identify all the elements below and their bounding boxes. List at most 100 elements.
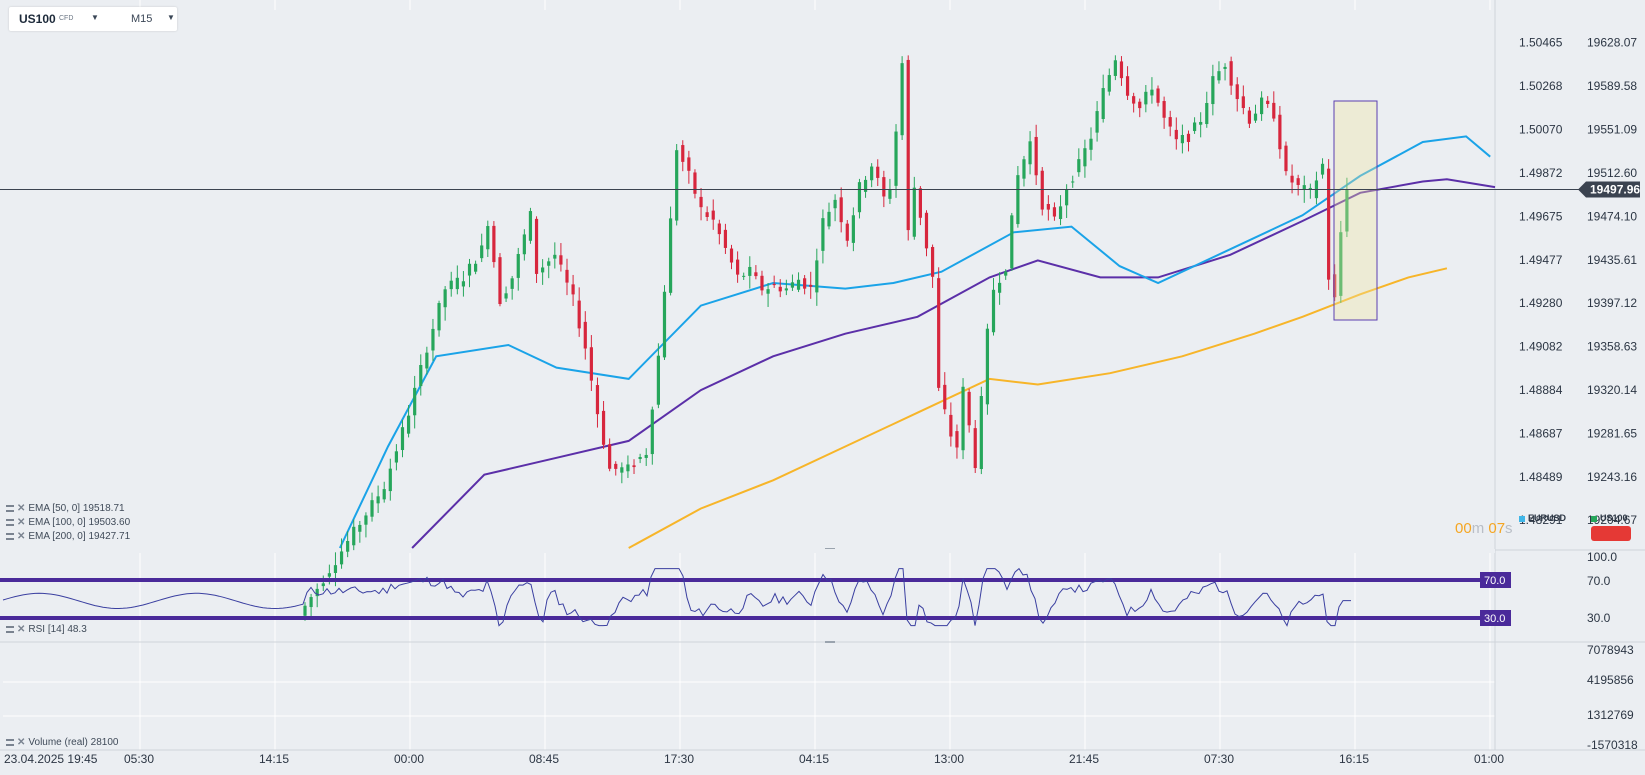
candle (839, 187, 843, 233)
candle-body (912, 187, 916, 237)
candle (1132, 92, 1136, 113)
trade-button[interactable] (1591, 526, 1631, 541)
candle-body (1290, 175, 1294, 183)
legend-eurusd[interactable]: EURUSD (1519, 513, 1566, 523)
candle (924, 210, 929, 257)
eurusd-tick-label: 1.48489 (1519, 470, 1563, 484)
candle-body (498, 257, 502, 305)
candle-body (1132, 96, 1136, 104)
candle (1083, 139, 1087, 178)
candle-body (632, 465, 636, 468)
remove-icon[interactable]: ✕ (17, 531, 26, 542)
candle-body (1180, 135, 1184, 144)
candle (790, 274, 795, 291)
symbol-selector[interactable]: US100 CFD ▼ M15 ▼ (9, 7, 177, 31)
candle (1290, 164, 1294, 194)
candle (723, 223, 728, 254)
candle (522, 229, 526, 261)
candle (760, 270, 764, 296)
candle (1308, 183, 1312, 199)
ema200-line (628, 267, 1448, 549)
candle (1144, 85, 1148, 113)
eurusd-tick-label: 1.49477 (1519, 253, 1563, 267)
candle-body (1327, 168, 1331, 280)
time-tick-label: 23.04.2025 19:45 (4, 752, 98, 766)
candle-body (1119, 61, 1124, 79)
candle-body (1260, 97, 1264, 115)
candle (339, 538, 344, 569)
candle (431, 318, 435, 362)
rsi-lower-tag (1480, 610, 1511, 626)
candle (955, 424, 959, 459)
candle-body (766, 289, 770, 294)
candle (388, 458, 392, 501)
settings-icon[interactable] (6, 738, 14, 746)
timer-minutes-unit: m (1471, 520, 1485, 537)
price-tick-label: 19397.12 (1587, 296, 1637, 310)
candle (1046, 195, 1050, 221)
candle-body (352, 526, 356, 546)
eurusd-tick-label: 1.49675 (1519, 209, 1563, 223)
candle (1101, 74, 1105, 123)
candle-body (1040, 170, 1044, 210)
candle-body (918, 188, 922, 218)
candle (973, 420, 977, 473)
candle-body (614, 463, 618, 469)
candle (736, 251, 740, 283)
timeframe-dropdown-icon[interactable]: ▼ (167, 13, 175, 22)
candle (1211, 64, 1215, 116)
candle-body (1192, 122, 1197, 132)
settings-icon[interactable] (6, 532, 14, 540)
price-tick-label: 19320.14 (1587, 383, 1637, 397)
candle (571, 274, 575, 306)
remove-icon[interactable]: ✕ (17, 624, 26, 635)
timeframe-selector[interactable]: M15 (131, 13, 153, 25)
settings-icon[interactable] (6, 504, 14, 512)
candle-body (510, 278, 514, 289)
candle (815, 248, 819, 306)
candle-body (784, 288, 788, 291)
ema100-line (411, 178, 1496, 549)
candle-body (1022, 159, 1026, 179)
candle-body (565, 269, 569, 283)
candle (912, 176, 916, 240)
current-price-label: 19497.96 (1590, 182, 1640, 196)
legend-us100[interactable]: US100 (1591, 513, 1628, 523)
candle (1217, 61, 1221, 84)
settings-icon[interactable] (6, 625, 14, 633)
remove-icon[interactable]: ✕ (17, 517, 26, 528)
rsi-legend[interactable]: ✕ RSI [14] 48.3 (6, 624, 87, 635)
remove-icon[interactable]: ✕ (17, 503, 26, 514)
pane-mask (0, 549, 1495, 553)
settings-icon[interactable] (6, 518, 14, 526)
ema100-legend[interactable]: ✕ EMA [100, 0] 19503.60 (6, 517, 130, 528)
ema100-label: EMA [100, 0] (28, 517, 86, 528)
candle-body (803, 278, 807, 289)
volume-legend[interactable]: ✕ Volume (real) 28100 (6, 737, 118, 748)
eurusd-tick-label: 1.50465 (1519, 36, 1563, 50)
candle-body (827, 211, 831, 227)
candle (492, 221, 496, 268)
candle (1034, 124, 1038, 186)
candle (1162, 96, 1166, 129)
symbol-dropdown-icon[interactable]: ▼ (91, 13, 99, 22)
candle-body (528, 211, 533, 241)
ema50-legend[interactable]: ✕ EMA [50, 0] 19518.71 (6, 503, 125, 514)
candle-body (1162, 101, 1166, 118)
candle-body (346, 540, 350, 552)
selection-box (1333, 100, 1378, 321)
candle (1284, 141, 1288, 176)
candle-body (863, 179, 868, 192)
ema200-legend[interactable]: ✕ EMA [200, 0] 19427.71 (6, 531, 130, 542)
candle-body (1253, 113, 1258, 121)
remove-icon[interactable]: ✕ (17, 737, 26, 748)
candle-body (516, 253, 520, 278)
candle-body (467, 263, 472, 276)
candle (1168, 110, 1172, 137)
candle-body (1266, 100, 1270, 104)
candle (687, 150, 691, 184)
candle-body (717, 223, 721, 235)
rsi-tick-label: 100.0 (1587, 550, 1617, 564)
candle-body (1168, 117, 1172, 127)
